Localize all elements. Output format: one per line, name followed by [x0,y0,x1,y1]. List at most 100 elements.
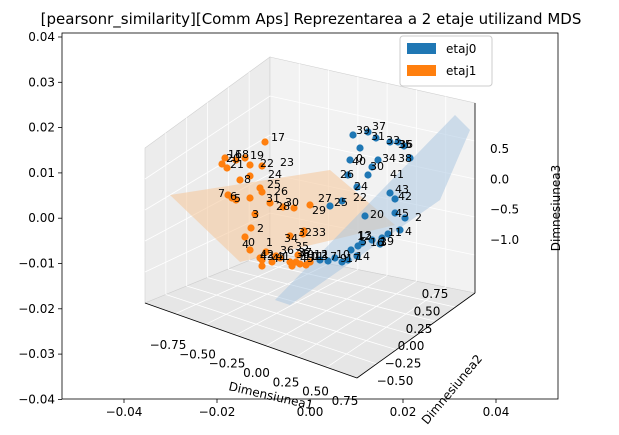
point-label-etaj0: 45 [395,207,409,220]
point-label-etaj1: 6 [230,190,237,203]
point-etaj1 [268,258,276,266]
floor-grid-line [165,294,377,365]
point-etaj1 [258,262,266,270]
3d-axis-ticks: −0.75−0.50−0.250.000.250.500.75−0.50−0.2… [150,142,520,408]
bg-y-tick-label: −0.03 [18,347,55,361]
point-etaj0 [331,254,339,262]
point-etaj0 [406,154,414,162]
point-etaj1 [241,154,249,162]
point-etaj1 [247,224,255,232]
bg-y-tick-label: −0.04 [18,392,55,406]
point-label-etaj0: 9 [340,252,347,265]
point-label-etaj1: 40 [300,248,314,261]
point-label-etaj1: 2 [257,222,264,235]
point-label-etaj1: 17 [271,131,285,144]
bg-y-tick-label: 0.00 [28,211,55,225]
point-etaj0 [374,156,382,164]
point-label-etaj1: 21 [230,158,244,171]
point-etaj0 [349,131,357,139]
point-label-etaj1: 18 [235,148,249,161]
background-2d-axes: −0.04 −0.02 0.00 0.02 0.040.040.030.020.010.… [18,30,559,419]
y-tick-label: −0.25 [385,357,422,371]
point-etaj0 [396,226,404,234]
point-etaj0 [346,156,354,164]
point-etaj0 [338,197,346,205]
point-etaj0 [394,138,402,146]
x-tick-label: 0.50 [302,385,329,399]
data-points [218,128,414,270]
point-label-etaj1: 27 [318,192,332,205]
point-etaj1 [300,227,308,235]
point-label-etaj1: 19 [250,149,264,162]
point-label-etaj0: 40 [352,155,366,168]
point-label-etaj0: 7 [330,250,337,263]
point-label-etaj0: 14 [356,250,370,263]
point-etaj1 [306,201,314,209]
point-etaj0 [368,236,376,244]
floor-grid-line [207,277,417,336]
point-label-etaj0: 20 [370,208,384,221]
point-etaj0 [376,240,384,248]
point-label-etaj1: 45 [300,252,314,265]
point-label-etaj1: 31 [266,192,280,205]
point-label-etaj0: 37 [372,120,386,133]
point-label-etaj1: 11 [310,250,324,263]
point-etaj0 [338,258,346,266]
point-label-etaj0: 0 [356,152,363,165]
point-etaj0 [400,142,408,150]
point-etaj1 [258,188,266,196]
point-label-etaj0: 41 [390,168,404,181]
point-etaj1 [232,156,240,164]
point-etaj0 [326,202,334,210]
point-label-etaj1: 28 [276,200,290,213]
legend-label-etaj0: etaj0 [446,42,476,56]
point-label-etaj1: 26 [274,185,288,198]
bg-y-tick-label: 0.04 [28,30,55,44]
floor-grid-line [228,268,436,322]
point-etaj1 [221,154,229,162]
point-etaj0 [391,195,399,203]
bg-y-tick-label: −0.02 [18,302,55,316]
point-etaj0 [384,230,392,238]
y-tick-label: 0.50 [414,304,441,318]
z-tick-label: −1.0 [490,233,519,247]
point-label-etaj1: 10 [304,250,318,263]
y-tick-label: 0.00 [398,339,425,353]
z-axis-label: Dimnesiunea3 [549,165,563,251]
point-etaj0 [386,138,394,146]
point-etaj0 [344,171,352,179]
bg-x-tick-label: 0.00 [297,405,324,419]
point-etaj1 [306,258,314,266]
point-label-etaj0: 19 [380,235,394,248]
point-label-etaj0: 31 [371,130,385,143]
point-etaj0 [356,144,364,152]
point-label-etaj0: 25 [334,196,348,209]
legend: etaj0 etaj1 [399,35,493,87]
point-label-etaj1: 5 [234,192,241,205]
bg-x-tick-label: 0.04 [483,405,510,419]
point-label-etaj1: 44 [272,252,286,265]
bg-x-tick-label: −0.04 [106,405,143,419]
point-label-etaj0: 26 [340,168,354,181]
point-etaj0 [372,134,380,142]
legend-swatch-etaj0 [407,43,436,54]
point-label-etaj1: 7 [218,187,225,200]
legend-label-etaj1: etaj1 [446,64,476,78]
point-label-etaj0: 13 [358,229,372,242]
point-label-etaj0: 34 [382,152,396,165]
point-etaj1 [218,160,226,168]
point-etaj0 [324,257,332,265]
point-etaj1 [279,203,287,211]
point-label-etaj1: 16 [228,148,242,161]
point-etaj1 [241,233,249,241]
point-etaj1 [258,162,266,170]
point-label-etaj0: 10 [336,248,350,261]
x-tick-label: 0.00 [243,366,270,380]
point-etaj0 [364,171,372,179]
z-tick-label: −0.5 [490,203,519,217]
point-etaj1 [296,260,304,268]
point-label-etaj0: 36 [399,138,413,151]
point-label-etaj0: 3 [380,236,387,249]
point-etaj0 [391,209,399,217]
point-etaj1 [286,232,294,240]
